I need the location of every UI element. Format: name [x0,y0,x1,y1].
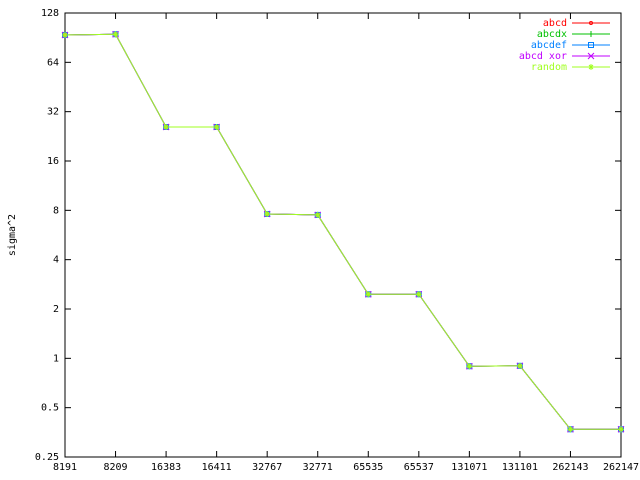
y-tick-label: 4 [53,255,59,266]
x-tick-label: 262147 [603,462,639,473]
data-point [62,31,68,38]
data-point [163,123,170,130]
legend-marker [587,52,595,60]
data-point [112,31,119,38]
x-tick-label: 65537 [404,462,434,473]
x-tick-label: 262143 [552,462,588,473]
data-point [365,291,372,298]
x-tick-label: 131071 [451,462,487,473]
y-tick-label: 128 [41,8,59,19]
plot-frame [64,12,622,458]
y-tick-label: 16 [47,156,59,167]
legend-marker [589,21,593,25]
data-point [314,211,321,218]
data-point [567,426,574,433]
legend-marker [588,42,594,48]
data-point [516,362,523,369]
data-point [264,210,271,217]
y-tick-label: 64 [47,57,59,68]
y-tick-label: 0.5 [41,403,59,414]
x-tick-label: 8209 [103,462,127,473]
series-line [64,33,621,430]
y-tick-label: 2 [53,304,59,315]
data-point [415,291,422,298]
x-tick-label: 16383 [151,462,181,473]
legend-label: abcd [543,18,567,29]
x-tick-label: 65535 [353,462,383,473]
y-tick-label: 0.25 [35,452,59,463]
legend-label: abcd xor [519,51,567,62]
x-tick-label: 32767 [252,462,282,473]
x-tick-label: 16411 [202,462,232,473]
data-point [618,426,624,433]
y-axis-label: sigma^2 [7,214,18,256]
legend-label: random [531,62,567,73]
data-point [466,363,473,370]
legend-label: abcdef [531,40,567,51]
data-point [213,123,220,130]
legend-label: abcdx [537,29,567,40]
legend-marker [588,31,594,37]
legend-marker [588,64,594,70]
x-tick-label: 8191 [53,462,77,473]
y-tick-label: 8 [53,205,59,216]
x-tick-label: 32771 [303,462,333,473]
y-tick-label: 1 [53,353,59,364]
y-tick-label: 32 [47,107,59,118]
x-tick-label: 131101 [502,462,538,473]
